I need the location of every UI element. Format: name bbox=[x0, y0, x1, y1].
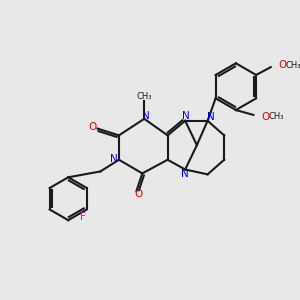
Text: N: N bbox=[182, 111, 190, 121]
Text: N: N bbox=[207, 112, 214, 122]
Text: O: O bbox=[134, 189, 142, 199]
Text: CH₃: CH₃ bbox=[268, 112, 283, 122]
Text: CH₃: CH₃ bbox=[285, 61, 300, 70]
Text: N: N bbox=[110, 154, 118, 164]
Text: O: O bbox=[261, 112, 269, 122]
Text: N: N bbox=[181, 169, 189, 179]
Text: CH₃: CH₃ bbox=[136, 92, 152, 101]
Text: O: O bbox=[278, 60, 286, 70]
Text: F: F bbox=[80, 212, 86, 222]
Text: O: O bbox=[88, 122, 97, 132]
Text: N: N bbox=[142, 111, 150, 121]
